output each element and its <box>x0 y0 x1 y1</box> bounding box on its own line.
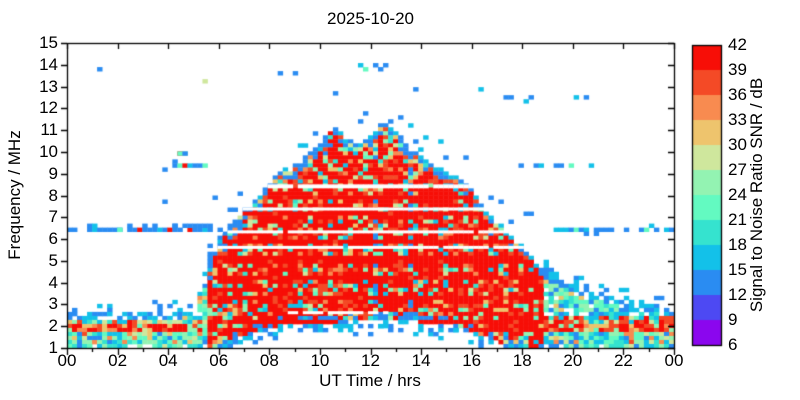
chart-title: 2025-10-20 <box>327 9 414 28</box>
colorbar-tick-label: 30 <box>728 135 747 154</box>
colorbar-tick-label: 6 <box>728 335 738 354</box>
y-tick-label: 14 <box>39 54 58 74</box>
x-tick-label: 18 <box>512 351 532 370</box>
y-tick-label: 6 <box>48 229 58 249</box>
y-tick-label: 8 <box>48 185 58 205</box>
y-tick-label: 15 <box>39 33 58 52</box>
y-axis-label: Frequency / MHz <box>5 130 24 260</box>
y-tick-label: 12 <box>39 98 58 118</box>
colorbar-tick-label: 21 <box>728 210 747 229</box>
x-tick-label: 10 <box>310 351 330 370</box>
x-tick-label: 08 <box>259 351 279 370</box>
x-tick-label: 16 <box>462 351 482 370</box>
y-tick-label: 3 <box>48 294 58 314</box>
x-tick-label: 04 <box>158 351 178 370</box>
y-tick-label: 5 <box>48 250 58 270</box>
colorbar-tick-label: 42 <box>728 35 747 54</box>
colorbar-tick-label: 33 <box>728 110 747 129</box>
y-tick-label: 9 <box>48 163 58 183</box>
y-tick-label: 7 <box>48 207 58 227</box>
y-tick-label: 4 <box>48 272 58 292</box>
y-tick-label: 2 <box>48 316 58 336</box>
colorbar-tick-label: 27 <box>728 160 747 179</box>
colorbar-tick-label: 39 <box>728 60 747 79</box>
x-tick-label: 00 <box>57 351 77 370</box>
x-axis-label: UT Time / hrs <box>319 371 421 390</box>
colorbar-tick-label: 12 <box>728 285 747 304</box>
colorbar-tick-label: 18 <box>728 235 747 254</box>
x-tick-label: 12 <box>361 351 380 370</box>
x-tick-label: 22 <box>613 351 633 370</box>
colorbar-tick-label: 24 <box>728 185 747 204</box>
colorbar-tick-label: 15 <box>728 260 747 279</box>
x-tick-label: 14 <box>411 351 431 370</box>
x-tick-label: 00 <box>664 351 684 370</box>
y-tick-label: 10 <box>39 141 58 161</box>
x-tick-label: 20 <box>563 351 583 370</box>
colorbar-tick-label: 9 <box>728 310 738 329</box>
x-tick-label: 02 <box>108 351 128 370</box>
y-tick-label: 13 <box>39 76 58 96</box>
x-tick-label: 06 <box>209 351 229 370</box>
colorbar-tick-label: 36 <box>728 85 747 104</box>
y-tick-label: 1 <box>48 338 58 357</box>
y-tick-label: 11 <box>40 120 58 140</box>
